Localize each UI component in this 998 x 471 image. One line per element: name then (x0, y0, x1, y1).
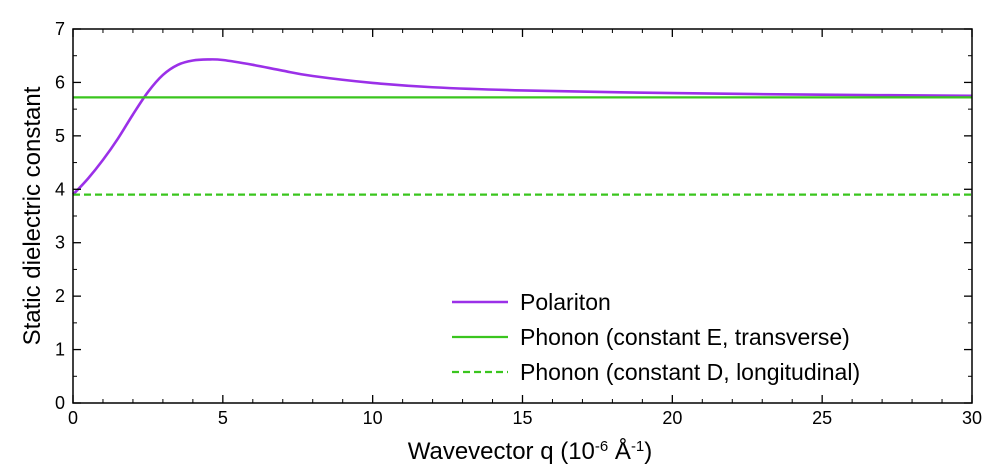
x-tick-label: 15 (512, 408, 532, 428)
legend: Polariton Phonon (constant E, transverse)… (452, 289, 860, 385)
y-tick-label: 3 (55, 233, 65, 253)
x-axis-label-exponent-1: -6 (595, 438, 608, 455)
x-tick-label: 5 (218, 408, 228, 428)
x-axis-label-exponent-2: -1 (631, 438, 644, 455)
x-tick-label: 30 (962, 408, 982, 428)
x-axis-label-end: ) (644, 438, 652, 465)
y-tick-label: 0 (55, 393, 65, 413)
x-axis-label-unit: Å (608, 437, 631, 465)
x-axis-label-main: Wavevector q (10 (408, 438, 595, 465)
x-tick-label: 10 (363, 408, 383, 428)
y-axis-label: Static dielectric constant (19, 86, 46, 345)
legend-label-2: Phonon (constant E, transverse) (520, 324, 850, 350)
x-tick-label: 25 (812, 408, 832, 428)
y-tick-label: 5 (55, 126, 65, 146)
y-tick-label: 1 (55, 340, 65, 360)
y-tick-label: 7 (55, 19, 65, 39)
y-tick-label: 6 (55, 72, 65, 92)
x-axis-label: Wavevector q (10-6 Å-1) (408, 437, 653, 465)
x-tick-label: 20 (662, 408, 682, 428)
plot-layer (72, 58, 973, 196)
y-tick-label: 2 (55, 286, 65, 306)
legend-label-1: Polariton (520, 289, 611, 315)
x-tick-label: 0 (68, 408, 78, 428)
y-tick-label: 4 (55, 179, 65, 199)
legend-label-3: Phonon (constant D, longitudinal) (520, 359, 860, 385)
series-line-1 (72, 58, 973, 196)
tick-layer: 0 5 10 15 20 25 30 0 1 2 3 4 5 6 7 (55, 19, 982, 428)
